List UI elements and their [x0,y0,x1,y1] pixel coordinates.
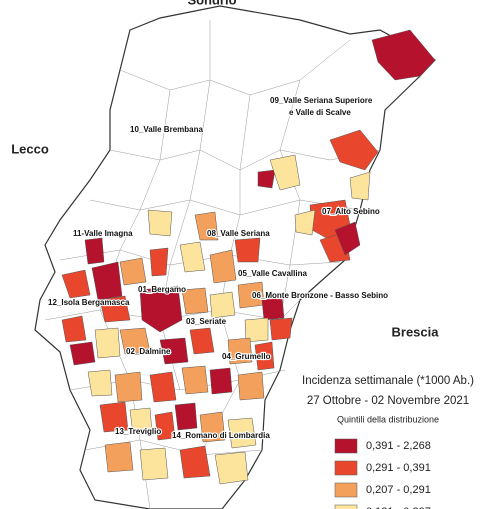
district-label: 03_Seriate [186,317,227,326]
municipality [234,237,261,263]
municipality [139,285,183,333]
legend-swatch [334,438,358,454]
municipality [209,291,236,319]
municipality [61,315,87,343]
municipality [179,445,211,479]
municipality [181,365,209,395]
municipality [227,337,253,365]
municipality [181,287,209,315]
municipality [119,327,151,355]
district-label: 06_Monte Bronzone - Basso Sebino [252,291,388,300]
district-label: 05_Valle Cavallina [238,269,307,278]
municipality [227,417,257,449]
municipality [269,154,301,191]
municipality [261,295,285,321]
district-label: 12_Isola Bergamasca [48,298,130,307]
municipality [147,209,173,237]
municipality [199,411,226,443]
municipality [61,269,91,299]
neighbor-label: Brescia [392,324,440,339]
municipality [159,337,189,365]
municipality [129,407,153,435]
district-label: 02_Dalmine [126,347,171,356]
municipality [334,221,361,256]
municipality [139,447,169,481]
legend-swatch [334,482,358,498]
municipality [84,237,105,265]
labels: Sondrio Lecco Brescia 01_Bergamo 02_Dalmine 0… [11,0,474,509]
legend-title: Incidenza settimanale (*1000 Ab.) [302,375,474,387]
district-label: 13_Treviglio [115,427,161,436]
legend-label: 0,207 - 0,291 [366,484,431,496]
municipality [209,249,237,284]
district-label: 08_Valle Seriana [207,229,270,238]
municipality [114,371,143,403]
municipality [214,451,249,485]
municipality [154,411,176,441]
municipality [99,295,131,323]
municipality [149,247,169,277]
district-label: 04_Grumello [222,352,271,361]
district-label: 07_Alto Sebino [322,207,380,216]
municipality [349,171,371,201]
legend-swatch [334,460,358,476]
district-label: 14_Romano di Lombardia [172,431,270,440]
district-label: 10_Valle Brembana [130,125,203,134]
legend-label: 0,131 - 0,207 [366,506,431,509]
municipality [91,261,123,301]
municipality [294,209,316,236]
municipality [189,327,215,355]
municipality [269,317,293,341]
municipality [94,327,121,359]
municipality [87,369,113,397]
neighbor-label: Lecco [11,141,49,156]
municipality [194,211,219,241]
municipality [237,371,265,401]
municipality-fills [61,29,436,485]
municipality [329,129,379,171]
district-label: 11-Valle Imagna [73,229,133,238]
district-label: 09_Valle Seriana Superiore [270,96,373,105]
municipality [179,241,206,273]
municipality [209,367,233,395]
municipality [99,401,129,433]
municipality [69,341,96,366]
municipality [119,257,147,286]
municipality [371,29,436,81]
municipality [254,341,275,371]
district-label: e Valle di Scalve [289,108,351,117]
district-label: 01_Bergamo [138,285,186,294]
legend-label: 0,291 - 0,391 [366,462,431,474]
neighbor-label: Sondrio [187,0,236,7]
municipality [149,371,177,403]
legend-period: 27 Ottobre - 02 Novembre 2021 [307,395,469,407]
legend-label: 0,391 - 2,268 [366,440,431,452]
municipality [244,317,269,343]
municipality [104,441,134,473]
municipality [257,169,276,189]
legend-subtitle: Quintili della distribuzione [337,414,439,424]
legend-swatch [334,504,358,509]
municipality [174,402,198,431]
